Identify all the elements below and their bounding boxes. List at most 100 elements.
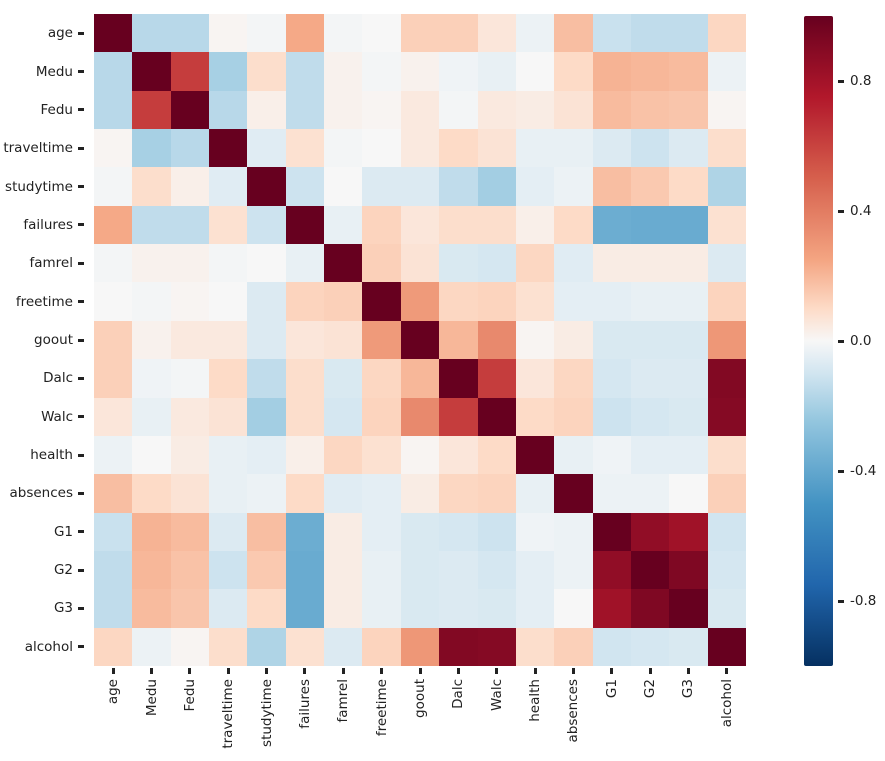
heatmap-cell (247, 282, 286, 321)
heatmap-cell (669, 282, 708, 321)
heatmap-cell (209, 474, 248, 513)
heatmap-cell (247, 129, 286, 168)
heatmap-cell (247, 435, 286, 475)
heatmap-cell (630, 52, 670, 91)
heatmap-cell (669, 90, 708, 130)
heatmap-cell (132, 627, 171, 666)
heatmap-cell (209, 359, 248, 398)
heatmap-cell (209, 129, 248, 168)
heatmap-cell (515, 627, 555, 666)
heatmap-cell (400, 129, 440, 168)
heatmap-cell (554, 474, 593, 513)
heatmap-cell (285, 282, 325, 321)
heatmap-cell (247, 90, 286, 130)
heatmap-cell (707, 244, 746, 283)
y-tick-mark (78, 645, 84, 649)
x-tick-label: age (103, 668, 123, 704)
heatmap-cell (94, 627, 133, 666)
heatmap-cell (592, 550, 631, 590)
heatmap-cell (170, 52, 210, 91)
heatmap-cell (554, 129, 593, 168)
heatmap-cell (477, 282, 516, 321)
heatmap-cell (170, 627, 210, 666)
y-tick-text: Dalc (43, 370, 73, 387)
heatmap-cell (285, 244, 325, 283)
x-tick-text: G3 (680, 679, 697, 699)
heatmap-cell (362, 550, 401, 590)
x-tick-label: studytime (257, 668, 277, 747)
heatmap-cell (515, 205, 555, 245)
heatmap-cell (132, 90, 171, 130)
heatmap-cell (362, 359, 401, 398)
heatmap-cell (247, 52, 286, 91)
heatmap-cell (477, 474, 516, 513)
heatmap-cell (630, 435, 670, 475)
heatmap-cell (707, 589, 746, 628)
y-tick-text: G1 (53, 523, 73, 540)
heatmap-cell (209, 52, 248, 91)
heatmap-cell (477, 435, 516, 475)
colorbar-tick: 0.8 (838, 73, 871, 89)
heatmap-cell (170, 550, 210, 590)
heatmap-cell (94, 550, 133, 590)
heatmap-cell (324, 320, 363, 360)
heatmap-cell (477, 589, 516, 628)
x-tick-text: absences (565, 679, 582, 743)
heatmap-cell (477, 550, 516, 590)
heatmap-cell (592, 205, 631, 245)
heatmap-cell (630, 474, 670, 513)
y-tick-text: traveltime (3, 140, 73, 157)
heatmap-cell (170, 205, 210, 245)
x-tick-text: freetime (373, 679, 390, 737)
heatmap-cell (170, 474, 210, 513)
heatmap-cell (477, 167, 516, 206)
colorbar-tick-mark (838, 209, 844, 213)
heatmap-cell (669, 627, 708, 666)
heatmap-cell (592, 90, 631, 130)
heatmap-cell (170, 167, 210, 206)
heatmap-cell (132, 52, 171, 91)
heatmap-cell (669, 359, 708, 398)
heatmap-cell (707, 512, 746, 551)
x-tick-mark (150, 668, 154, 674)
x-tick-mark (610, 668, 614, 674)
y-tick-text: Walc (41, 408, 73, 425)
heatmap-cell (554, 167, 593, 206)
heatmap-cell (707, 129, 746, 168)
heatmap-cell (515, 550, 555, 590)
heatmap-cell (515, 435, 555, 475)
heatmap-cell (554, 512, 593, 551)
heatmap-cell (592, 589, 631, 628)
heatmap-cell (209, 282, 248, 321)
heatmap-cell (170, 320, 210, 360)
heatmap-cell (170, 90, 210, 130)
heatmap-cell (362, 589, 401, 628)
heatmap-cell (362, 14, 401, 53)
heatmap-cell (554, 52, 593, 91)
heatmap-cell (94, 14, 133, 53)
heatmap-cell (324, 14, 363, 53)
heatmap-cell (209, 244, 248, 283)
heatmap-cell (439, 205, 478, 245)
colorbar-tick-mark (838, 469, 844, 473)
y-tick-mark (78, 185, 84, 189)
heatmap-cell (247, 205, 286, 245)
heatmap-cell (324, 627, 363, 666)
heatmap-cell (515, 359, 555, 398)
heatmap-cell (285, 435, 325, 475)
x-tick-text: traveltime (220, 679, 237, 749)
y-tick-mark (78, 338, 84, 342)
heatmap-cell (592, 14, 631, 53)
heatmap-cell (592, 359, 631, 398)
x-tick-mark (418, 668, 422, 674)
y-tick-label: famrel (30, 255, 84, 271)
heatmap-cell (132, 435, 171, 475)
heatmap-cell (285, 320, 325, 360)
y-tick-mark (78, 491, 84, 495)
y-tick-mark (78, 415, 84, 419)
heatmap-cell (400, 244, 440, 283)
heatmap-cell (132, 167, 171, 206)
heatmap-cell (94, 52, 133, 91)
heatmap-cell (400, 397, 440, 436)
heatmap-cell (707, 282, 746, 321)
